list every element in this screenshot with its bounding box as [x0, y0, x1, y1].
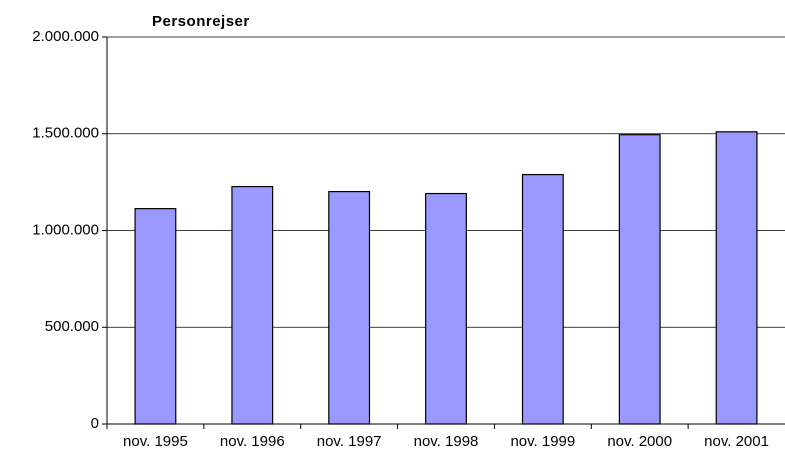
- bar: [521, 173, 564, 425]
- bar: [715, 131, 758, 425]
- chart-title: Personrejser: [152, 13, 250, 30]
- x-tick-label: nov. 1995: [123, 433, 188, 450]
- x-tick-label: nov. 1996: [220, 433, 285, 450]
- y-tick-label: 1.000.000: [32, 221, 99, 238]
- bar: [328, 191, 371, 425]
- bar: [134, 208, 177, 425]
- y-tick-label: 500.000: [45, 318, 99, 335]
- bar: [231, 185, 274, 425]
- x-tick-label: nov. 2000: [607, 433, 672, 450]
- x-tick-label: nov. 1998: [414, 433, 479, 450]
- y-tick-label: 0: [91, 415, 99, 432]
- y-tick-label: 1.500.000: [32, 125, 99, 142]
- bar: [618, 134, 661, 425]
- bar: [425, 192, 467, 425]
- x-tick-label: nov. 1999: [510, 433, 575, 450]
- x-tick-label: nov. 1997: [317, 433, 382, 450]
- y-tick-label: 2.000.000: [32, 28, 99, 45]
- x-tick-label: nov. 2001: [704, 433, 769, 450]
